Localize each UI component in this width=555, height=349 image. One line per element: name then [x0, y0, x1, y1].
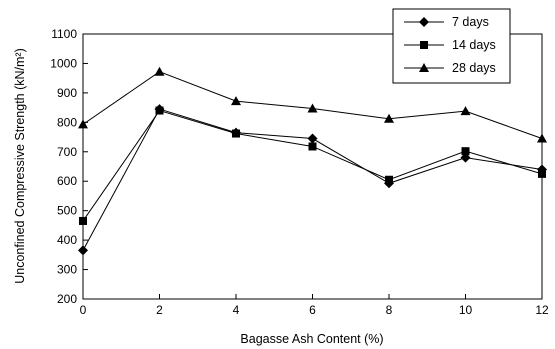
- legend-box: [392, 8, 511, 84]
- legend-entry-28-days: 28 days: [404, 61, 496, 75]
- y-tick-label: 1000: [50, 56, 77, 70]
- x-tick-label: 10: [459, 303, 473, 317]
- y-tick-label: 600: [57, 174, 77, 188]
- data-point-28-days: [231, 96, 241, 106]
- legend-label: 7 days: [452, 15, 489, 29]
- legend-entry-14-days: 14 days: [404, 38, 496, 52]
- y-axis-label: Unconfined Compressive Strength (kN/m²): [13, 48, 27, 284]
- data-point-28-days: [78, 119, 88, 129]
- series-28-days: [78, 66, 547, 143]
- data-point-28-days: [154, 66, 165, 76]
- data-point-28-days: [307, 103, 318, 113]
- series-14-days: [79, 106, 546, 225]
- x-tick-label: 2: [156, 303, 163, 317]
- y-tick-label: 1100: [51, 27, 77, 41]
- legend: 7 days 14 days 28 days: [392, 8, 511, 84]
- data-point-14-days: [385, 175, 393, 184]
- data-point-14-days: [308, 142, 317, 151]
- data-point-14-days: [461, 147, 470, 156]
- y-tick-label: 800: [57, 115, 77, 129]
- legend-items: 7 days 14 days 28 days: [404, 15, 496, 75]
- data-point-28-days: [384, 113, 394, 123]
- y-tick-label: 300: [57, 263, 77, 277]
- data-point-14-days: [79, 216, 87, 225]
- legend-marker: [419, 63, 429, 72]
- y-tick-label: 400: [57, 233, 77, 247]
- data-point-28-days: [460, 106, 471, 116]
- legend-entry-7-days: 7 days: [404, 15, 489, 29]
- data-point-7-days: [78, 245, 88, 256]
- legend-label: 14 days: [452, 38, 496, 52]
- y-tick-label: 500: [57, 204, 77, 218]
- y-tick-label: 900: [57, 86, 77, 100]
- y-tick-label: 200: [57, 292, 77, 306]
- x-tick-label: 0: [80, 303, 87, 317]
- data-point-14-days: [232, 129, 240, 138]
- y-axis-ticks: 200 300 400 500 600 700 800 900 1000 1100: [50, 27, 88, 306]
- y-tick-label: 700: [57, 145, 77, 159]
- data-point-14-days: [538, 169, 546, 178]
- series-line-14-days: [82, 109, 543, 222]
- legend-label: 28 days: [452, 61, 496, 75]
- x-tick-label: 12: [535, 303, 549, 317]
- legend-marker: [419, 17, 429, 27]
- data-point-28-days: [537, 133, 547, 143]
- x-tick-label: 4: [233, 303, 240, 317]
- x-axis-ticks: 0 2 4 6 8 10 12: [80, 294, 549, 317]
- x-tick-label: 6: [309, 303, 316, 317]
- legend-marker: [420, 41, 428, 49]
- series-line-7-days: [82, 108, 543, 251]
- data-point-7-days: [307, 133, 318, 144]
- series-layer: [78, 66, 547, 256]
- x-tick-label: 8: [386, 303, 393, 317]
- x-axis-label: Bagasse Ash Content (%): [240, 332, 383, 346]
- data-point-14-days: [155, 106, 164, 115]
